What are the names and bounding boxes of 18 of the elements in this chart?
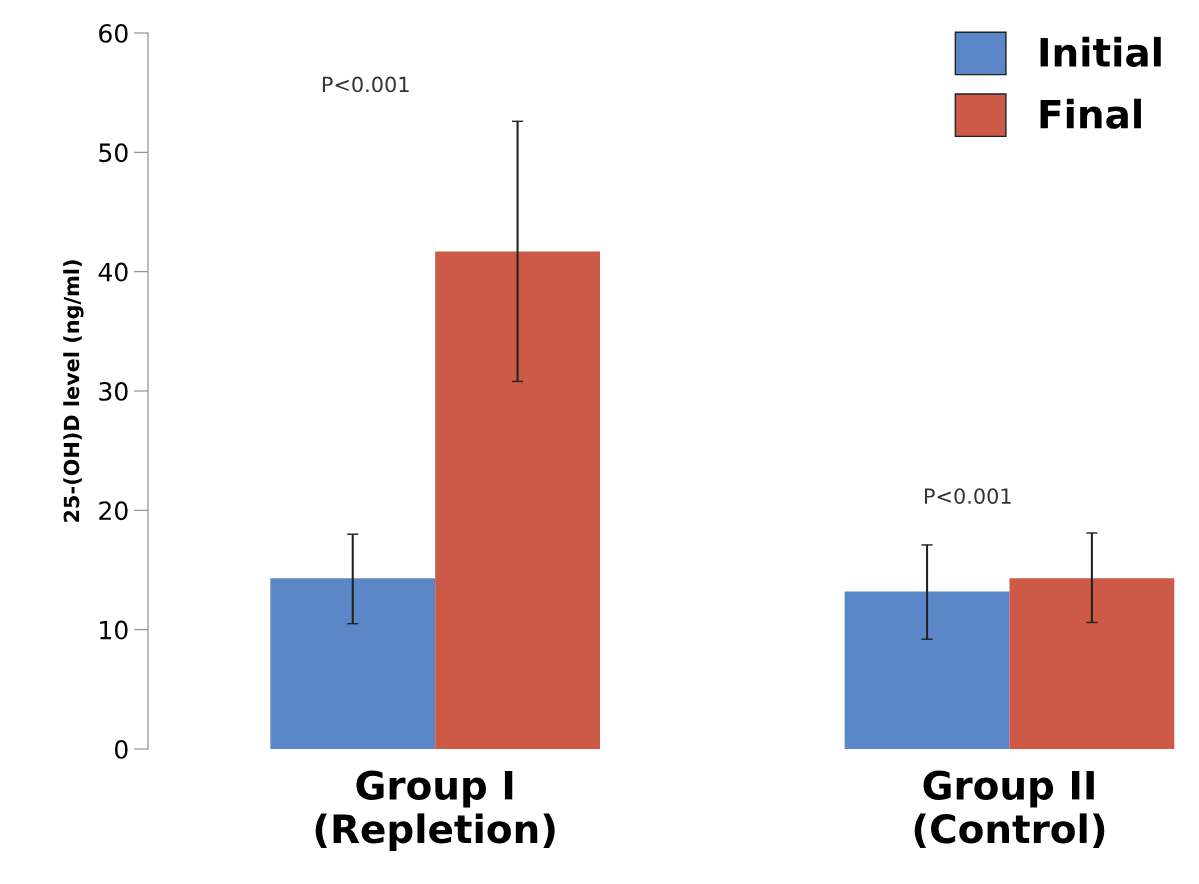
- y-tick-label: 40: [98, 262, 128, 282]
- y-tick-label: 30: [99, 381, 128, 401]
- bar: [435, 251, 600, 749]
- y-tick-label: 0: [114, 739, 128, 759]
- y-tick-label: 50: [99, 143, 128, 163]
- bar: [844, 591, 1010, 749]
- y-tick-label: 60: [99, 23, 128, 43]
- bar: [1009, 578, 1175, 749]
- annotation: P<0.001: [322, 76, 409, 93]
- legend-label: Final: [1040, 98, 1141, 129]
- y-tick-label: 10: [100, 620, 128, 640]
- annotation: P<0.001: [925, 488, 1011, 504]
- bar: [270, 578, 436, 749]
- y-axis-title: 25-(OH)D level (ng/ml): [63, 260, 84, 522]
- y-tick-label: 20: [99, 501, 128, 521]
- x-tick-label: Group II (Control): [914, 770, 1105, 849]
- x-tick-label: Group I (Repletion): [315, 770, 555, 852]
- legend-label: Initial: [1040, 36, 1161, 67]
